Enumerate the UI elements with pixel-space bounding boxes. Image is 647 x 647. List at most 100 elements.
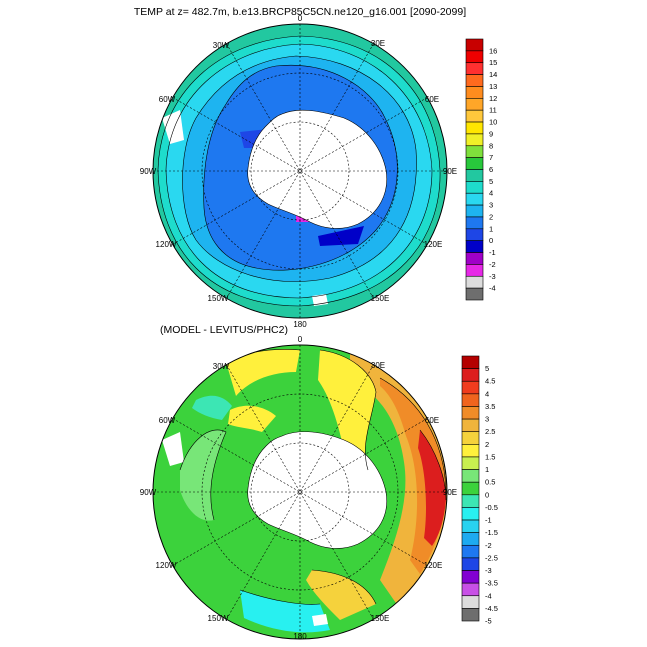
top-colorbar-label: 7 (489, 153, 493, 162)
top-lon-labels: 0 30E 60E 90E 120E 150E 180 150W 120W 90… (140, 14, 457, 329)
top-colorbar-box-7 (465, 121, 484, 135)
top-lon-30e: 30E (371, 39, 385, 48)
bottom-lon-30e: 30E (371, 361, 385, 370)
bottom-colorbar-label: -1.5 (485, 528, 498, 537)
top-colorbar-label: -3 (489, 272, 496, 281)
top-colorbar-box-20 (465, 275, 484, 289)
top-colorbar-label: 8 (489, 141, 493, 150)
bottom-colorbar-label: 1 (485, 465, 489, 474)
bottom-colorbar-label: -4.5 (485, 604, 498, 613)
bottom-colorbar-label: -4 (485, 591, 492, 600)
top-colorbar-label: 4 (489, 189, 493, 198)
top-lon-60e: 60E (425, 95, 439, 104)
bottom-colorbar-label: -3 (485, 566, 492, 575)
bottom-colorbar-box-1 (461, 368, 480, 382)
bottom-colorbar-box-2 (461, 380, 480, 395)
bottom-colorbar-label: 2 (485, 440, 489, 449)
bottom-lon-60w: 60W (159, 416, 176, 425)
top-colorbar-label: 3 (489, 201, 493, 210)
bottom-colorbar-label: -3.5 (485, 579, 498, 588)
top-lon-0: 0 (298, 14, 303, 23)
bottom-lon-120w: 120W (156, 561, 177, 570)
bottom-colorbar-box-11 (461, 494, 480, 508)
bottom-yellow-sector-n (226, 349, 300, 396)
bottom-colorbar-box-15 (461, 544, 480, 559)
bottom-colorbar-label: 5 (485, 364, 489, 373)
bottom-colorbar-label: -1 (485, 516, 492, 525)
bottom-lon-90e: 90E (443, 488, 457, 497)
top-lon-30w: 30W (213, 41, 230, 50)
bottom-lon-60e: 60E (425, 416, 439, 425)
top-colorbar-label: 15 (489, 58, 497, 67)
bottom-colorbar-label: -5 (485, 617, 492, 626)
top-colorbar-box-2 (465, 62, 484, 75)
bottom-lon-150e: 150E (371, 614, 390, 623)
bottom-colorbar-label: 1.5 (485, 452, 495, 461)
top-colorbar-box-15 (465, 216, 484, 230)
top-colorbar-label: -4 (489, 284, 496, 293)
top-colorbar-box-5 (465, 98, 484, 111)
top-colorbar-box-19 (465, 264, 484, 277)
top-colorbar-box-11 (465, 169, 484, 182)
top-lon-60w: 60W (159, 95, 176, 104)
top-colorbar-label: 2 (489, 212, 493, 221)
bottom-colorbar-label: 0.5 (485, 478, 495, 487)
top-graticule (153, 24, 447, 318)
bottom-colorbar-label: 3.5 (485, 402, 495, 411)
top-colorbar-box-13 (465, 192, 484, 206)
top-colorbar-box-18 (465, 252, 484, 265)
top-lon-180: 180 (293, 320, 307, 329)
bottom-colorbar-label: 0 (485, 490, 489, 499)
top-colorbar-box-14 (465, 204, 484, 218)
bottom-colorbar-label: -2.5 (485, 553, 498, 562)
top-colorbar-box-12 (465, 181, 484, 194)
bottom-colorbar-label: 3 (485, 415, 489, 424)
bottom-map-border (152, 344, 448, 640)
bottom-lightgreen-west (180, 429, 226, 521)
bottom-lon-30w: 30W (213, 362, 230, 371)
bottom-colorbar-box-20 (461, 608, 480, 622)
top-lon-90e: 90E (443, 167, 457, 176)
bottom-sa-land (162, 432, 184, 466)
top-map-border (152, 23, 448, 319)
bottom-colorbar-label: -2 (485, 541, 492, 550)
bottom-lon-0: 0 (298, 335, 303, 344)
bottom-colorbar-box-6 (461, 431, 480, 445)
top-colorbar-label: -2 (489, 260, 496, 269)
top-lon-90w: 90W (140, 167, 157, 176)
bottom-colorbar-box-17 (461, 570, 480, 584)
bottom-colorbar-box-16 (461, 557, 480, 571)
top-colorbar-label: -1 (489, 248, 496, 257)
top-colorbar-box-21 (465, 287, 484, 301)
top-panel: TEMP at z= 482.7m, b.e13.BRCP85C5CN.ne12… (134, 6, 497, 329)
bottom-colorbar-box-7 (461, 444, 480, 458)
top-lon-150e: 150E (371, 294, 390, 303)
bottom-colorbar-label: 2.5 (485, 427, 495, 436)
top-lon-120w: 120W (156, 240, 177, 249)
bottom-antarctica (247, 431, 388, 549)
bottom-colorbar-box-12 (461, 507, 480, 521)
bottom-colorbar-box-5 (461, 418, 480, 433)
bottom-colorbar-box-8 (461, 456, 480, 470)
top-lon-150w: 150W (208, 294, 229, 303)
top-colorbar-label: 14 (489, 70, 497, 79)
bottom-colorbar-label: 4 (485, 389, 489, 398)
top-colorbar-label: 5 (489, 177, 493, 186)
top-panel-title: TEMP at z= 482.7m, b.e13.BRCP85C5CN.ne12… (134, 6, 466, 18)
top-colorbar-label: 9 (489, 129, 493, 138)
bottom-colorbar-box-10 (461, 481, 480, 496)
top-lon-120e: 120E (424, 240, 443, 249)
top-colorbar-box-0 (465, 38, 484, 52)
top-colorbar-box-6 (465, 109, 484, 123)
top-colorbar-box-10 (465, 157, 484, 170)
top-colorbar-box-17 (465, 240, 484, 253)
bottom-colorbar-box-18 (461, 582, 480, 597)
bottom-colorbar-box-0 (461, 355, 480, 369)
top-colorbar-box-3 (465, 74, 484, 87)
bottom-east-red (418, 430, 446, 546)
bottom-lon-labels: 0 30E 60E 90E 120E 150E 180 150W 120W 90… (140, 335, 457, 641)
top-colorbar-label: 6 (489, 165, 493, 174)
top-band-0-ross (318, 226, 364, 246)
